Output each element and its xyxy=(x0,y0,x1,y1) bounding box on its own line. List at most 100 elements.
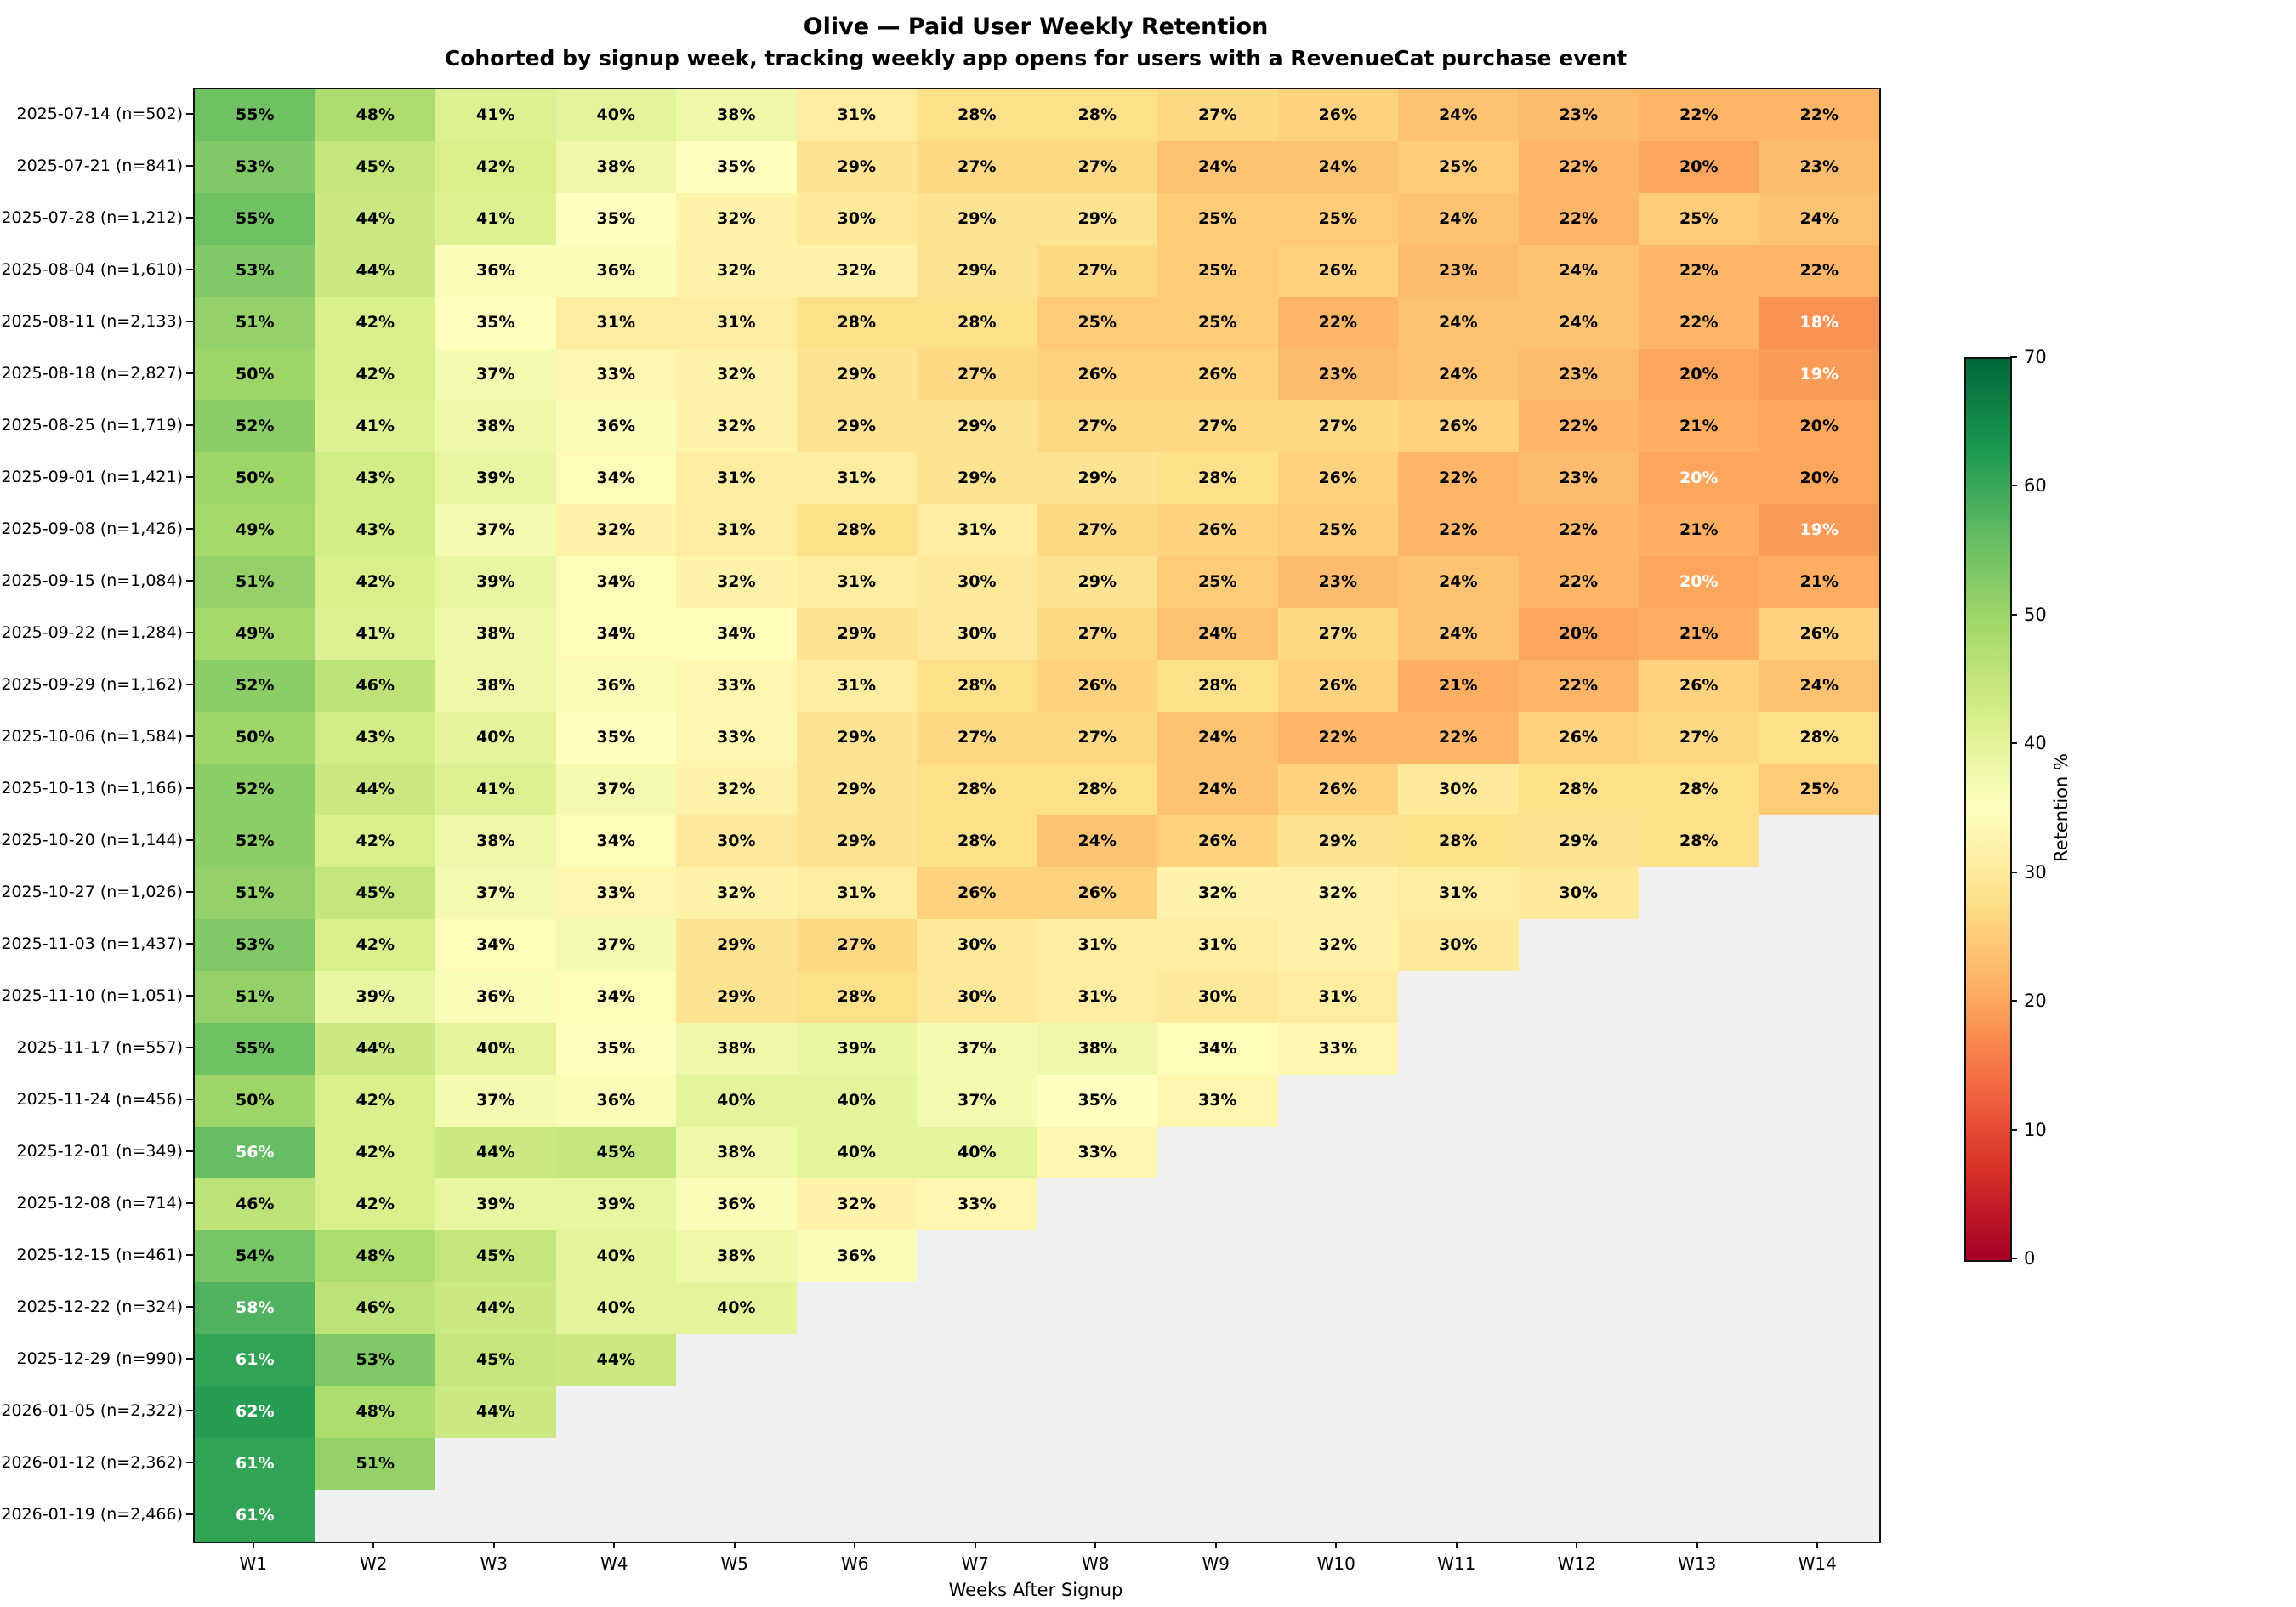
heatmap-cell: 28% xyxy=(796,297,917,349)
heatmap-cell: 45% xyxy=(315,867,435,919)
y-axis-cohort-label: 2025-12-29 (n=990) xyxy=(16,1349,183,1368)
heatmap-cell: 50% xyxy=(195,1075,315,1127)
heatmap-cell: 40% xyxy=(917,1127,1037,1178)
heatmap-cell: 26% xyxy=(1277,89,1398,141)
heatmap-cell: 26% xyxy=(1398,400,1519,452)
colorbar-tickmark xyxy=(2010,485,2017,487)
heatmap-cell: 34% xyxy=(555,971,676,1023)
heatmap-cell: 35% xyxy=(435,297,556,349)
heatmap-cell: 30% xyxy=(1398,919,1519,971)
heatmap-cell: 20% xyxy=(1639,556,1759,608)
y-axis-tickmark xyxy=(186,786,193,789)
heatmap-cell: 22% xyxy=(1398,504,1519,556)
heatmap-cell: 27% xyxy=(1277,608,1398,660)
heatmap-cell: 22% xyxy=(1639,245,1759,297)
colorbar-tick-label: 0 xyxy=(2024,1248,2036,1269)
heatmap-cell: 23% xyxy=(1518,89,1639,141)
y-axis-tickmark xyxy=(186,527,193,530)
heatmap-cell: 39% xyxy=(315,971,435,1023)
heatmap-cell: 31% xyxy=(1157,919,1278,971)
heatmap-cell: 24% xyxy=(1398,556,1519,608)
heatmap-cell: 18% xyxy=(1759,297,1879,349)
heatmap-cell: 31% xyxy=(796,89,917,141)
heatmap-cell: 41% xyxy=(315,400,435,452)
x-axis-week-label: W11 xyxy=(1437,1553,1476,1574)
heatmap-cell: 44% xyxy=(315,245,435,297)
y-axis-tickmark xyxy=(186,838,193,841)
heatmap-cell: 51% xyxy=(195,971,315,1023)
x-axis-tickmark xyxy=(854,1542,856,1548)
heatmap-cell: 32% xyxy=(676,400,797,452)
colorbar-tick-label: 70 xyxy=(2024,347,2047,367)
heatmap-cell: 40% xyxy=(435,712,556,764)
heatmap-cell: 26% xyxy=(1277,764,1398,815)
y-axis-tickmark xyxy=(186,1305,193,1308)
y-axis-tickmark xyxy=(186,1357,193,1360)
x-axis-week-label: W9 xyxy=(1202,1553,1230,1574)
heatmap-cell: 27% xyxy=(1037,400,1157,452)
heatmap-cell: 21% xyxy=(1398,660,1519,712)
y-axis-cohort-label: 2025-08-11 (n=2,133) xyxy=(1,311,183,331)
heatmap-cell: 24% xyxy=(1157,712,1278,764)
heatmap-cell: 27% xyxy=(1037,712,1157,764)
colorbar-tickmark xyxy=(2010,356,2017,358)
heatmap-cell: 35% xyxy=(555,193,676,245)
heatmap-cell: 28% xyxy=(917,660,1037,712)
x-axis-tickmark xyxy=(613,1542,616,1548)
y-axis-cohort-label: 2026-01-12 (n=2,362) xyxy=(1,1452,183,1472)
heatmap-cell: 31% xyxy=(796,556,917,608)
heatmap-cell: 31% xyxy=(917,504,1037,556)
x-axis-week-label: W14 xyxy=(1798,1553,1837,1574)
heatmap-cell: 52% xyxy=(195,400,315,452)
heatmap-cell: 29% xyxy=(1037,193,1157,245)
heatmap-cell: 51% xyxy=(195,297,315,349)
heatmap-cell: 23% xyxy=(1518,452,1639,504)
heatmap-cell: 35% xyxy=(555,712,676,764)
heatmap-cell: 29% xyxy=(1037,452,1157,504)
heatmap-cell: 40% xyxy=(555,1230,676,1282)
heatmap-cell: 37% xyxy=(435,1075,556,1127)
heatmap-cell: 20% xyxy=(1759,452,1879,504)
heatmap-cell: 32% xyxy=(1277,919,1398,971)
heatmap-cell: 28% xyxy=(1157,452,1278,504)
heatmap-cell: 25% xyxy=(1037,297,1157,349)
y-axis-tickmark xyxy=(186,423,193,426)
y-axis-cohort-label: 2025-09-22 (n=1,284) xyxy=(1,622,183,642)
y-axis-tickmark xyxy=(186,1201,193,1204)
x-axis-week-label: W5 xyxy=(720,1553,749,1574)
x-axis-tickmark xyxy=(974,1542,976,1548)
heatmap-cell: 40% xyxy=(676,1282,797,1334)
heatmap-cell: 24% xyxy=(1398,349,1519,400)
x-axis-week-label: W4 xyxy=(600,1553,628,1574)
heatmap-cell: 30% xyxy=(796,193,917,245)
heatmap-cell: 34% xyxy=(555,452,676,504)
heatmap-cell: 37% xyxy=(917,1075,1037,1127)
heatmap-cell: 29% xyxy=(917,245,1037,297)
y-axis-cohort-label: 2025-11-17 (n=557) xyxy=(16,1037,183,1057)
heatmap-cell: 22% xyxy=(1518,400,1639,452)
heatmap-cell: 22% xyxy=(1518,141,1639,193)
heatmap-cell: 22% xyxy=(1518,660,1639,712)
y-axis-cohort-label: 2025-09-08 (n=1,426) xyxy=(1,519,183,538)
heatmap-cell: 35% xyxy=(555,1023,676,1075)
x-axis-week-label: W10 xyxy=(1316,1553,1355,1574)
heatmap-cell: 29% xyxy=(796,608,917,660)
heatmap-cell: 32% xyxy=(676,764,797,815)
heatmap-cell: 22% xyxy=(1759,89,1879,141)
heatmap-cell: 34% xyxy=(435,919,556,971)
y-axis-cohort-label: 2025-11-10 (n=1,051) xyxy=(1,985,183,1005)
heatmap-cell: 55% xyxy=(195,193,315,245)
x-axis-week-label: W1 xyxy=(239,1553,268,1574)
heatmap-cell: 26% xyxy=(1277,660,1398,712)
heatmap-cell: 25% xyxy=(1277,504,1398,556)
heatmap-cell: 33% xyxy=(1277,1023,1398,1075)
heatmap-cell: 21% xyxy=(1639,504,1759,556)
y-axis-cohort-label: 2025-09-15 (n=1,084) xyxy=(1,571,183,590)
heatmap-cell: 36% xyxy=(435,971,556,1023)
heatmap-cell: 33% xyxy=(1157,1075,1278,1127)
heatmap-cell: 45% xyxy=(435,1230,556,1282)
heatmap-cell: 41% xyxy=(435,764,556,815)
heatmap-cell: 26% xyxy=(1037,349,1157,400)
heatmap-cell: 23% xyxy=(1759,141,1879,193)
heatmap-cell: 42% xyxy=(315,815,435,867)
